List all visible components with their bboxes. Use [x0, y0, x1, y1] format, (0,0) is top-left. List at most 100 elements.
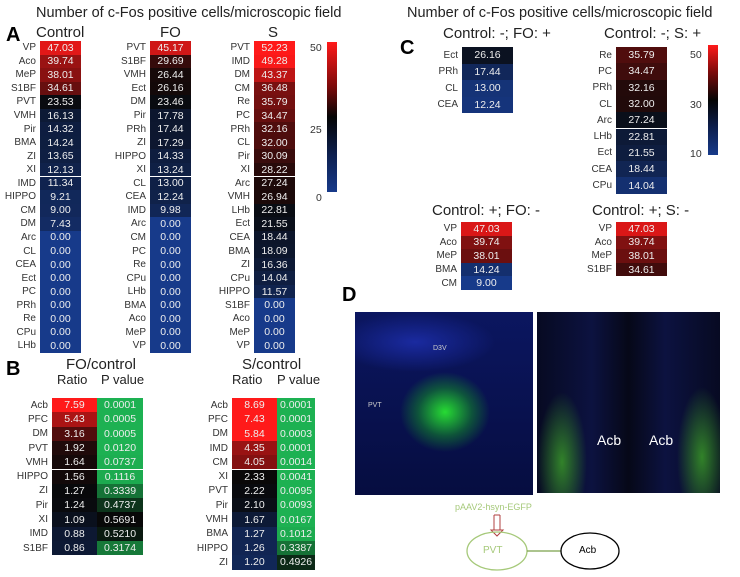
region-label: LHb	[127, 286, 146, 298]
table-row: CEA 12.24	[110, 190, 191, 204]
heat-cell: 23.46	[150, 95, 191, 109]
table-row: Acb 8.69 0.0001	[184, 398, 315, 413]
table-row: VP 0.00	[110, 339, 191, 353]
ratio-cell: 1.64	[52, 455, 97, 470]
heat-cell: 45.17	[150, 41, 191, 55]
panel-c-title: Number of c-Fos positive cells/microscop…	[407, 5, 713, 21]
table-row: DM 43.37	[214, 68, 295, 82]
heat-cell: 0.00	[40, 325, 81, 340]
table-row: IMD 49.28	[214, 54, 295, 69]
table-row: Arc 0.00	[110, 217, 191, 231]
table-row: XI 1.09 0.5691	[4, 512, 143, 527]
region-label: VMH	[227, 191, 250, 203]
region-label: PRh	[126, 123, 146, 135]
p-value-cell: 0.0093	[277, 498, 315, 513]
table-row: BMA 14.24	[0, 135, 81, 150]
heat-cell: 22.81	[254, 203, 295, 218]
table-row: CM 0.00	[110, 230, 191, 245]
heat-cell: 34.47	[254, 108, 295, 123]
heat-cell: 13.00	[150, 176, 191, 191]
region-label: Pir	[23, 123, 36, 135]
ratio-cell: 1.92	[52, 440, 97, 456]
region-label: BMA	[228, 245, 250, 257]
table-row: CPu 0.00	[110, 271, 191, 285]
ratio-cell: 1.20	[232, 555, 277, 570]
heat-cell: 32.16	[616, 79, 667, 96]
region-label: MeP	[436, 250, 457, 262]
region-label: CEA	[229, 231, 250, 243]
column-header-fo: FO	[160, 24, 181, 41]
heat-cell: 18.44	[254, 230, 295, 245]
ratio-cell: 4.35	[232, 440, 277, 456]
table-row: Aco 39.74	[417, 235, 512, 250]
table-row: CPu 14.04	[572, 177, 667, 194]
heat-cell: 0.00	[150, 271, 191, 285]
region-label: ZI	[39, 485, 48, 497]
heat-cell: 9.00	[461, 276, 512, 290]
table-row: CPu 0.00	[0, 325, 81, 340]
region-label: VP	[236, 340, 250, 352]
region-label: CPu	[126, 272, 146, 284]
table-row: ZI 16.36	[214, 257, 295, 272]
table-row: CM 9.00	[417, 276, 512, 290]
table-row: MeP 38.01	[572, 249, 667, 263]
colorbar-a	[327, 42, 337, 192]
region-label: Aco	[439, 236, 457, 248]
heat-cell: 0.00	[150, 339, 191, 353]
table-row: Re 0.00	[0, 312, 81, 326]
heat-cell: 52.23	[254, 41, 295, 55]
table-row: ZI 13.65	[0, 149, 81, 163]
table-row: PRh 17.44	[110, 122, 191, 136]
table-row: Arc 0.00	[0, 230, 81, 245]
table-row: HIPPO 9.21	[0, 190, 81, 204]
table-row: CL 32.00	[572, 95, 667, 113]
region-label: BMA	[206, 528, 228, 540]
region-label: IMD	[127, 204, 146, 216]
table-row: VP 0.00	[214, 339, 295, 353]
p-value-cell: 0.0737	[97, 455, 143, 470]
table-row: Ect 26.16	[110, 81, 191, 96]
heat-cell: 47.03	[461, 222, 512, 236]
image-label-pvt: PVT	[368, 402, 382, 409]
table-row: PC 34.47	[572, 63, 667, 80]
virus-label: pAAV2-hsyn-EGFP	[455, 502, 532, 512]
heat-cell: 47.03	[616, 222, 667, 236]
table-row: Pir 1.24 0.4737	[4, 498, 143, 513]
table-row: PRh 17.44	[418, 63, 513, 80]
panel-a-title: Number of c-Fos positive cells/microscop…	[36, 5, 342, 21]
table-row: VMH 26.94	[214, 190, 295, 204]
heat-cell: 13.00	[462, 80, 513, 97]
heat-cell: 14.33	[150, 149, 191, 163]
fo-control-title: FO/control	[66, 356, 137, 373]
heat-cell: 29.69	[150, 54, 191, 69]
region-label: ZI	[137, 137, 146, 149]
heat-cell: 0.00	[150, 325, 191, 340]
region-label: S1BF	[22, 542, 48, 554]
region-label: Re	[23, 313, 36, 325]
region-label: LHb	[593, 131, 612, 143]
table-row: ZI 17.29	[110, 135, 191, 150]
region-label: PRh	[230, 123, 250, 135]
p-value-cell: 0.0095	[277, 483, 315, 499]
heat-cell: 0.00	[40, 271, 81, 285]
heat-cell: 0.00	[254, 325, 295, 340]
region-label: MeP	[125, 326, 146, 338]
region-label: IMD	[209, 442, 228, 454]
table-row: CM 4.05 0.0014	[184, 455, 315, 470]
image-label-d3v: D3V	[433, 345, 447, 352]
c-table-title: Control: -; S: +	[604, 25, 702, 42]
region-label: XI	[26, 164, 36, 176]
column-header-control: Control	[36, 24, 85, 41]
table-row: Aco 39.74	[0, 54, 81, 69]
heat-cell: 17.78	[150, 108, 191, 123]
heat-cell: 18.09	[254, 244, 295, 258]
p-value-cell: 0.4737	[97, 498, 143, 513]
p-value-cell: 0.3387	[277, 541, 315, 556]
region-label: VMH	[25, 456, 48, 468]
heat-cell: 0.00	[150, 257, 191, 272]
region-label: CEA	[591, 163, 612, 175]
region-label: XI	[136, 164, 146, 176]
table-row: PRh 0.00	[0, 298, 81, 312]
heat-cell: 49.28	[254, 54, 295, 69]
heat-cell: 14.24	[461, 262, 512, 277]
